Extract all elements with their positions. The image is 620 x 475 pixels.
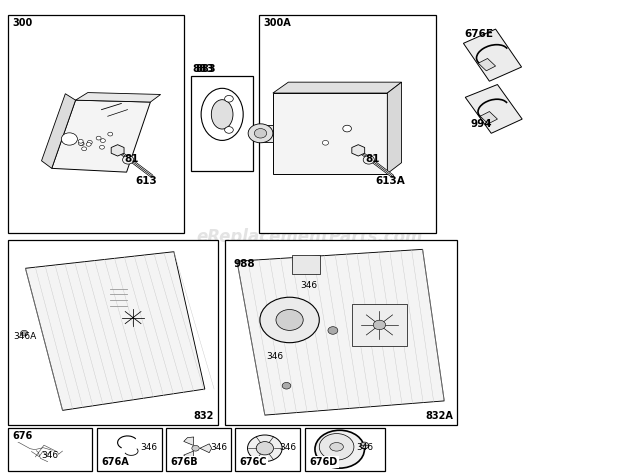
Polygon shape <box>260 125 273 142</box>
Text: eReplacementParts.com: eReplacementParts.com <box>197 228 423 247</box>
Circle shape <box>315 430 365 468</box>
Text: 883: 883 <box>192 65 215 75</box>
Circle shape <box>87 141 92 144</box>
Circle shape <box>82 147 87 151</box>
Circle shape <box>100 139 105 142</box>
Text: 832: 832 <box>193 411 214 421</box>
Circle shape <box>86 142 91 146</box>
Circle shape <box>192 446 199 451</box>
Circle shape <box>123 156 134 164</box>
Bar <box>305 428 386 471</box>
Polygon shape <box>200 444 211 453</box>
Polygon shape <box>51 100 151 172</box>
Text: 346: 346 <box>356 443 373 452</box>
Text: 676A: 676A <box>101 457 129 467</box>
Polygon shape <box>42 94 76 168</box>
Polygon shape <box>463 29 521 81</box>
Circle shape <box>20 330 28 336</box>
Text: 300A: 300A <box>264 18 291 28</box>
Text: 346: 346 <box>300 281 317 290</box>
Polygon shape <box>184 451 193 459</box>
Circle shape <box>254 129 267 138</box>
Polygon shape <box>25 252 205 410</box>
Circle shape <box>328 327 338 334</box>
Text: 81: 81 <box>125 154 139 164</box>
Polygon shape <box>184 437 193 446</box>
Polygon shape <box>480 112 497 124</box>
Circle shape <box>343 125 352 132</box>
Bar <box>292 256 320 275</box>
Circle shape <box>248 124 273 143</box>
Ellipse shape <box>201 88 243 141</box>
Polygon shape <box>388 82 402 173</box>
Bar <box>8 15 184 233</box>
Text: 676E: 676E <box>464 29 494 39</box>
Text: 883: 883 <box>195 64 216 74</box>
Circle shape <box>256 442 273 455</box>
Text: 346: 346 <box>41 451 58 460</box>
Bar <box>259 15 436 233</box>
Polygon shape <box>273 82 402 93</box>
Circle shape <box>96 136 101 140</box>
Text: 346A: 346A <box>13 332 37 342</box>
Circle shape <box>61 133 78 145</box>
Bar <box>97 428 162 471</box>
Text: 346: 346 <box>267 352 284 361</box>
Circle shape <box>322 141 329 145</box>
Circle shape <box>78 139 83 143</box>
Text: 832A: 832A <box>425 411 453 421</box>
Bar <box>191 76 253 171</box>
Text: 676D: 676D <box>309 457 338 467</box>
Ellipse shape <box>211 100 233 129</box>
Text: 346: 346 <box>140 443 157 452</box>
Polygon shape <box>478 58 495 71</box>
Bar <box>352 304 407 346</box>
Text: 613: 613 <box>136 176 157 186</box>
Text: 676C: 676C <box>239 457 267 467</box>
Circle shape <box>99 145 104 149</box>
Circle shape <box>78 142 83 145</box>
Circle shape <box>373 320 386 330</box>
Text: 676: 676 <box>12 431 33 441</box>
Circle shape <box>276 310 303 331</box>
Polygon shape <box>465 85 522 133</box>
Polygon shape <box>352 145 365 156</box>
Text: 994: 994 <box>471 119 492 129</box>
Bar <box>166 428 231 471</box>
Circle shape <box>79 142 84 146</box>
Text: 81: 81 <box>366 154 380 164</box>
Bar <box>225 240 457 425</box>
Circle shape <box>247 435 282 462</box>
Circle shape <box>224 95 233 102</box>
Bar <box>235 428 300 471</box>
Circle shape <box>282 382 291 389</box>
Ellipse shape <box>330 443 343 451</box>
Text: 346: 346 <box>210 443 227 452</box>
Text: 300: 300 <box>12 18 33 28</box>
Circle shape <box>319 434 354 460</box>
Circle shape <box>108 132 113 136</box>
Circle shape <box>360 442 369 449</box>
Text: 988: 988 <box>234 258 255 268</box>
Circle shape <box>260 297 319 342</box>
Polygon shape <box>237 249 445 415</box>
Text: 613A: 613A <box>375 176 405 186</box>
Circle shape <box>224 127 233 133</box>
Text: 676B: 676B <box>170 457 198 467</box>
Polygon shape <box>111 145 124 156</box>
Circle shape <box>363 156 374 164</box>
Bar <box>8 240 218 425</box>
Polygon shape <box>273 93 388 173</box>
Polygon shape <box>76 93 161 102</box>
Text: 346: 346 <box>279 443 296 452</box>
Bar <box>8 428 92 471</box>
